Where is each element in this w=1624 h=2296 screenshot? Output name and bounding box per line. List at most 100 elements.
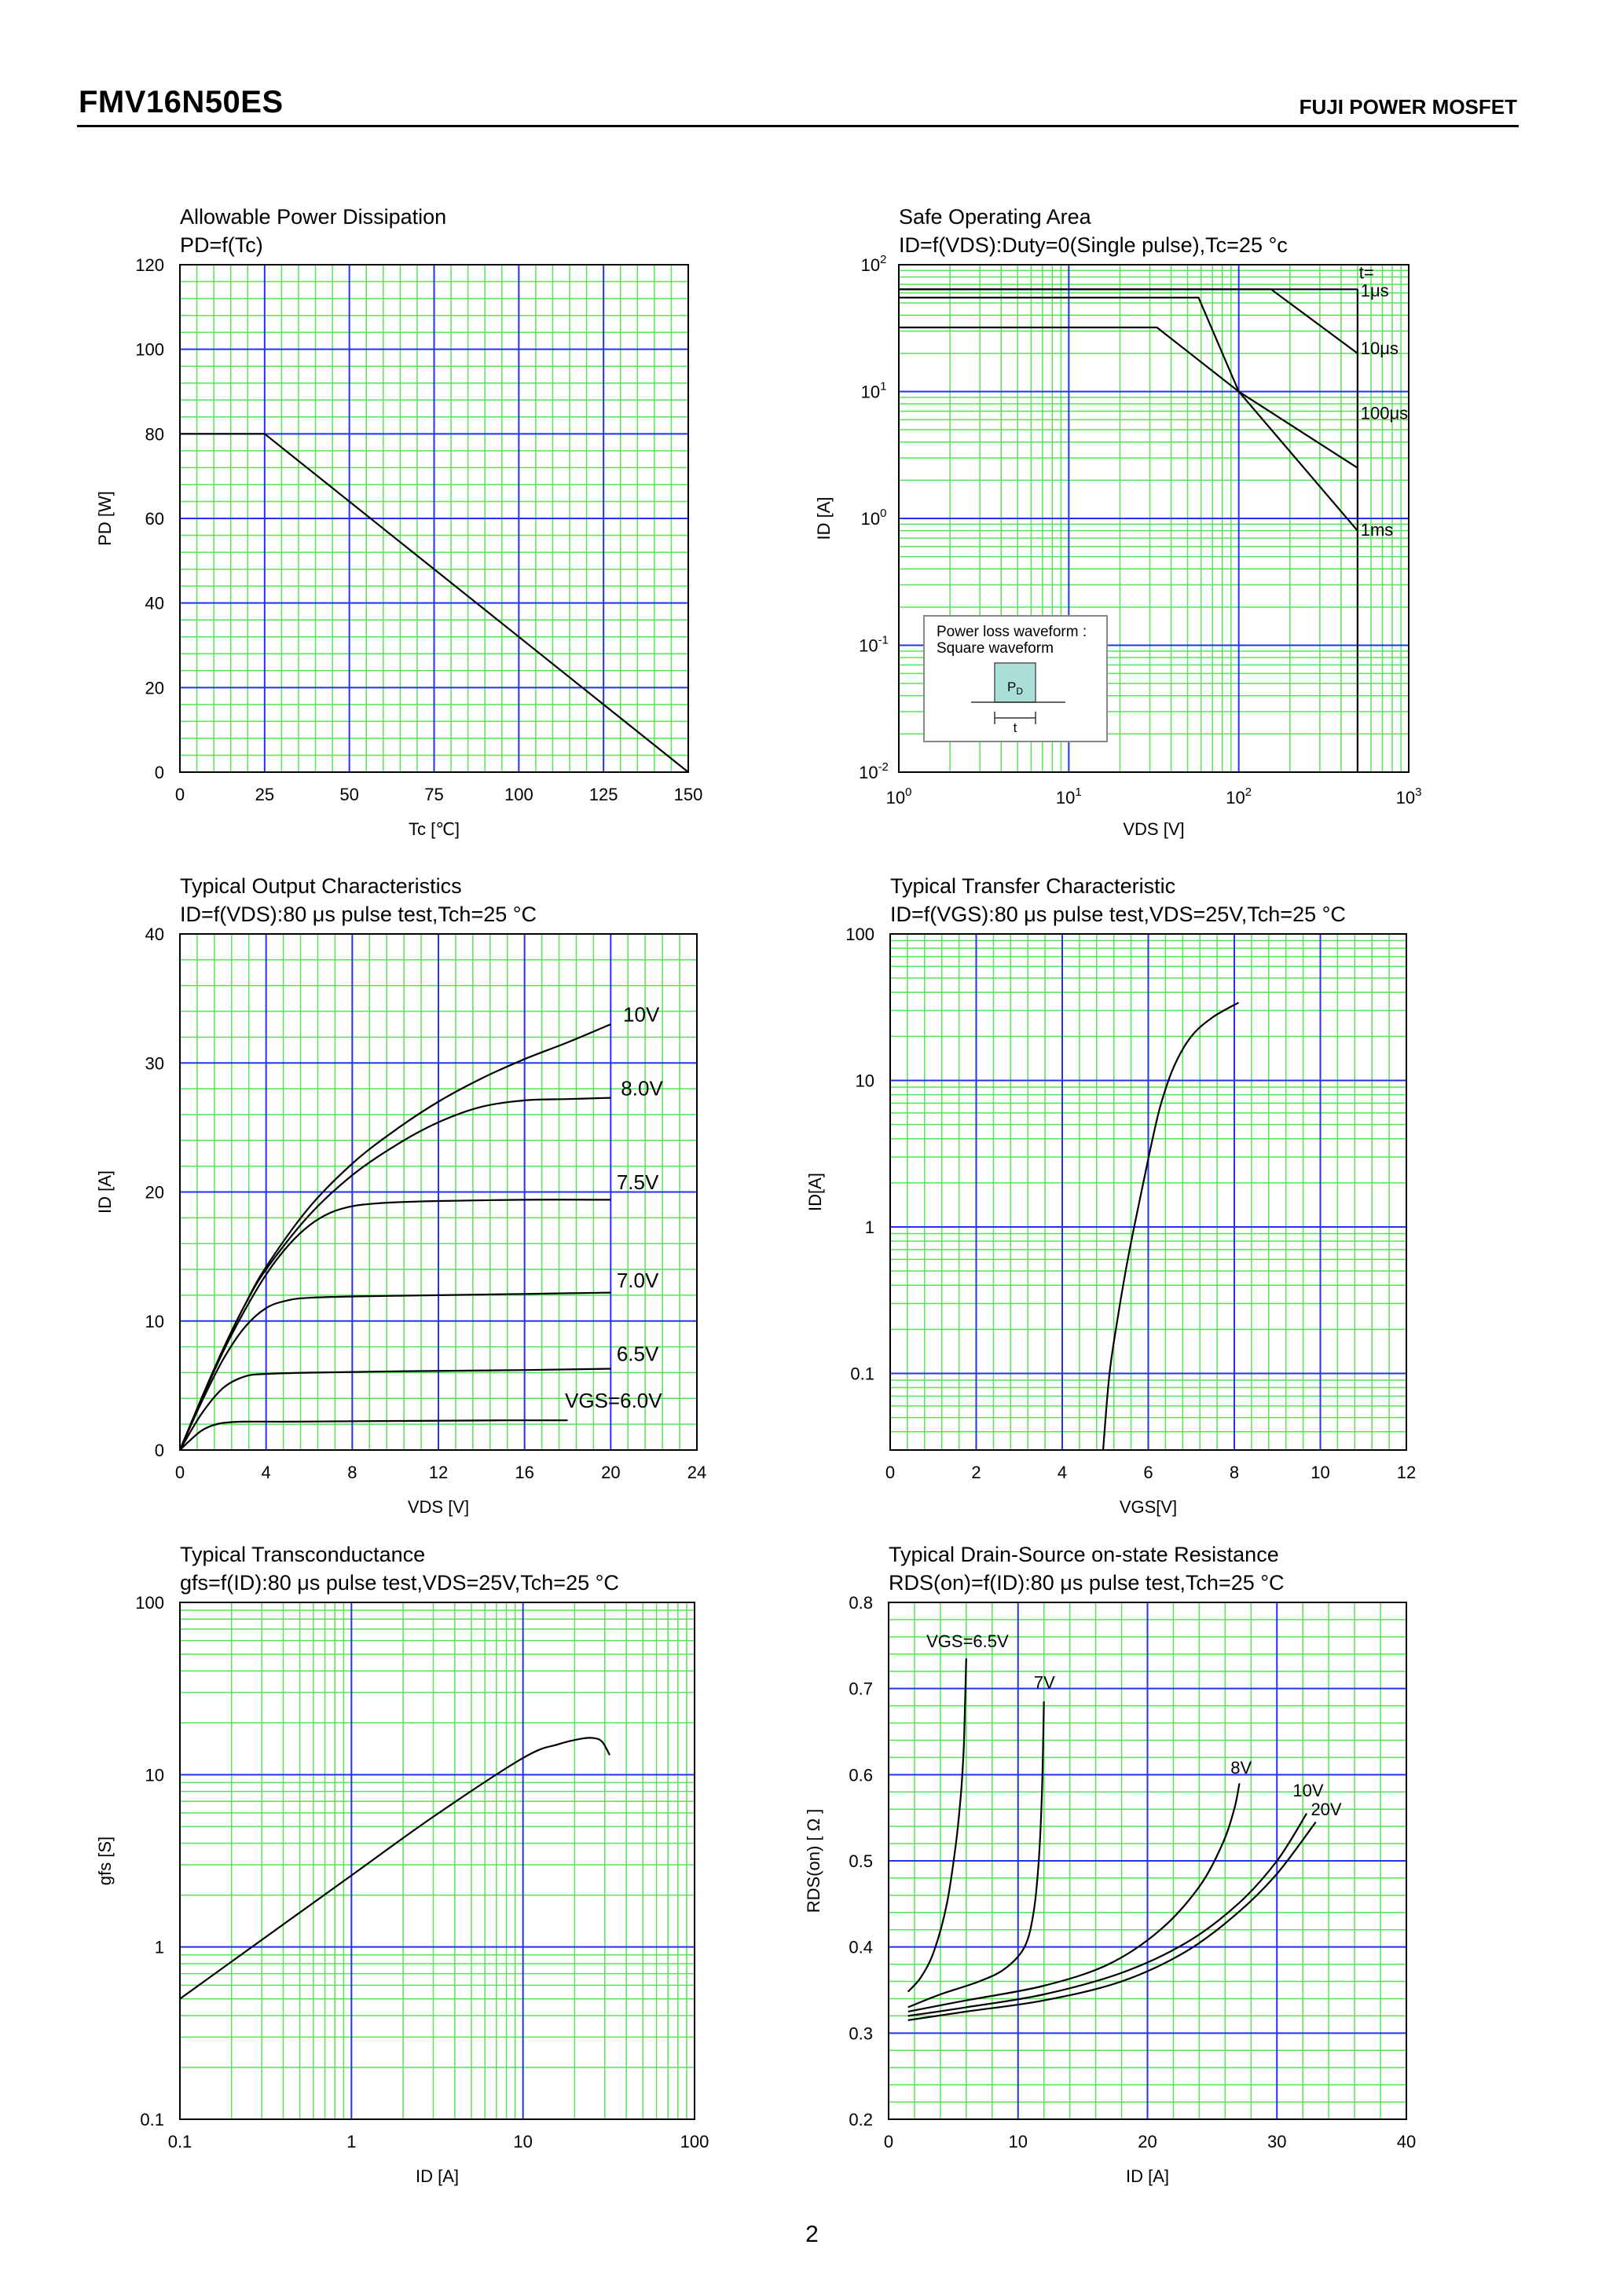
x-tick-label: 100	[680, 2132, 709, 2151]
y-axis-label: RDS(on) [ Ω ]	[804, 1809, 823, 1913]
chart-title: Typical Transfer Characteristic	[890, 874, 1175, 898]
x-tick-label: 4	[262, 1463, 271, 1482]
series-label: VGS=6.0V	[565, 1389, 662, 1412]
chart-pd: Allowable Power Dissipation PD=f(Tc) 0 25 50…	[95, 205, 702, 839]
series-line-10v	[178, 1023, 611, 1451]
x-tick-label: 0.1	[168, 2132, 192, 2151]
chart-title: Typical Transconductance	[180, 1543, 425, 1566]
x-tick-label: 10	[513, 2132, 532, 2151]
y-tick-label: 0.4	[849, 1938, 873, 1957]
series-line-1ms	[899, 326, 1358, 532]
x-tick-label: 125	[589, 785, 618, 804]
x-tick-label: 8	[1230, 1463, 1239, 1482]
y-tick-label: 40	[145, 925, 164, 944]
series-line-0	[1102, 1002, 1240, 1451]
series-line-7.0v	[178, 1291, 611, 1451]
y-tick-label: 20	[145, 1183, 164, 1203]
y-tick-label: 0.8	[849, 1593, 873, 1613]
x-tick-label: 6	[1143, 1463, 1153, 1482]
y-tick-label: 0.1	[140, 2110, 164, 2129]
y-tick-label: 100	[135, 340, 164, 360]
y-tick-label: 1	[155, 1938, 164, 1957]
x-tick-label: 24	[687, 1463, 706, 1482]
y-tick-label: 40	[145, 594, 164, 613]
x-axis-label: VGS[V]	[1120, 1497, 1177, 1517]
plot-frame	[179, 264, 689, 773]
plot-frame	[889, 933, 1407, 1451]
series-label: 6.5V	[617, 1342, 659, 1366]
plot-frame	[179, 933, 698, 1451]
page-number: 2	[805, 2221, 819, 2247]
x-tick-label: 20	[1138, 2132, 1157, 2151]
y-tick-label: 10-1	[859, 634, 889, 656]
y-tick-label: 0.1	[850, 1364, 874, 1383]
chart-title: Safe Operating Area	[899, 205, 1092, 229]
x-tick-label: 20	[601, 1463, 620, 1482]
y-tick-label: 10	[145, 1765, 164, 1785]
series-label: 7.0V	[617, 1269, 659, 1292]
inset-subtitle: Square waveform	[937, 640, 1054, 657]
x-tick-label: 0	[885, 1463, 895, 1482]
series-line-8v	[907, 1783, 1241, 2012]
x-tick-label: 150	[674, 785, 703, 804]
y-tick-label: 60	[145, 509, 164, 529]
y-tick-label: 20	[145, 678, 164, 698]
chart-transfer: Typical Transfer Characteristic ID=f(VGS)…	[805, 874, 1416, 1517]
chart-soa: Safe Operating Area ID=f(VDS):Duty=0(Sing…	[814, 205, 1421, 839]
x-tick-label: 100	[886, 785, 912, 807]
x-tick-label: 100	[504, 785, 533, 804]
legend-title: t=	[1359, 262, 1374, 282]
series-label: 8V	[1230, 1758, 1252, 1778]
y-tick-label: 101	[861, 380, 887, 402]
series-label: VGS=6.5V	[926, 1631, 1009, 1651]
chart-subtitle: ID=f(VDS):80 μs pulse test,Tch=25 °C	[180, 903, 537, 926]
y-tick-label: 0.7	[849, 1679, 873, 1699]
inset-title: Power loss waveform :	[937, 624, 1087, 640]
x-tick-label: 2	[971, 1463, 981, 1482]
y-tick-label: 0	[155, 763, 164, 782]
y-axis-label: gfs [S]	[95, 1836, 115, 1885]
series-label: 7V	[1034, 1673, 1055, 1693]
series-line-8.0v	[178, 1097, 611, 1451]
y-axis-label: PD [W]	[95, 491, 115, 546]
y-tick-label: 0.3	[849, 2023, 873, 2043]
series-line-100s	[899, 296, 1358, 469]
x-tick-label: 40	[1397, 2132, 1416, 2151]
x-tick-label: 1	[346, 2132, 356, 2151]
y-tick-label: 102	[861, 253, 887, 275]
x-tick-label: 25	[255, 785, 274, 804]
chart-title: Typical Output Characteristics	[180, 874, 462, 898]
pulse-label: PD	[1007, 679, 1023, 697]
page-title: FMV16N50ES	[79, 85, 284, 119]
y-axis-label: ID[A]	[805, 1173, 825, 1211]
series-line-7v	[907, 1701, 1045, 2009]
brand-label: FUJI POWER MOSFET	[1299, 95, 1517, 119]
x-tick-label: 50	[339, 785, 358, 804]
series-label: 20V	[1311, 1800, 1341, 1819]
x-tick-label: 0	[175, 1463, 185, 1482]
chart-title: Typical Drain-Source on-state Resistance	[889, 1543, 1279, 1566]
y-axis-label: ID [A]	[814, 496, 834, 540]
series-label: 8.0V	[621, 1076, 663, 1100]
header-rule	[77, 125, 1519, 127]
y-tick-label: 0	[155, 1441, 164, 1460]
chart-title: Allowable Power Dissipation	[180, 205, 446, 229]
series-line-vgs6.5v	[907, 1658, 967, 1993]
series-line-10s	[899, 288, 1358, 354]
x-axis-label: VDS [V]	[1123, 819, 1184, 839]
pulse-rect	[994, 662, 1036, 703]
plot-frame	[179, 1602, 695, 2120]
series-line-20v	[907, 1822, 1317, 2021]
series-label: 10μs	[1361, 339, 1399, 358]
x-tick-label: 101	[1056, 785, 1082, 807]
x-tick-label: 16	[515, 1463, 533, 1482]
y-tick-label: 100	[861, 507, 887, 529]
plot-frame	[888, 1602, 1407, 2120]
x-tick-label: 12	[1397, 1463, 1416, 1482]
series-label: 100μs	[1361, 404, 1408, 423]
x-tick-label: 8	[347, 1463, 357, 1482]
x-tick-label: 102	[1226, 785, 1252, 807]
x-axis-label: Tc [℃]	[409, 819, 460, 839]
x-axis-label: ID [A]	[1126, 2166, 1169, 2186]
y-tick-label: 100	[135, 1593, 164, 1613]
